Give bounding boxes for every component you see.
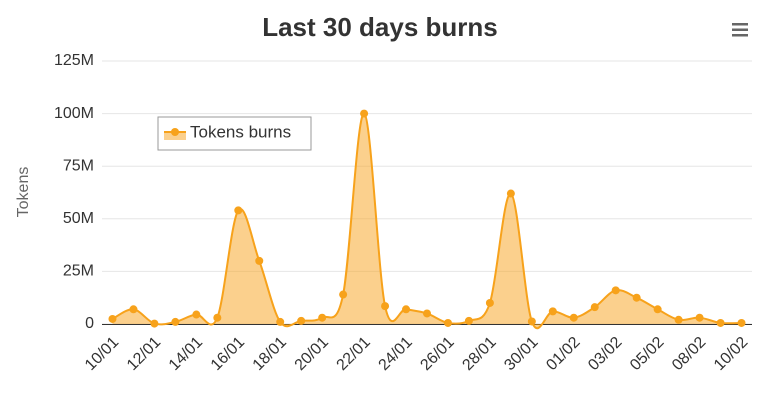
legend-marker: [171, 128, 179, 136]
data-point: [276, 317, 285, 326]
data-point: [527, 317, 536, 326]
data-point: [108, 314, 117, 323]
data-point: [255, 256, 264, 265]
data-point: [737, 318, 746, 327]
x-tick-label: 08/02: [669, 334, 709, 374]
data-point: [506, 189, 515, 198]
data-point: [716, 318, 725, 327]
x-tick-label: 12/01: [124, 334, 164, 374]
menu-bar: [732, 34, 748, 37]
x-tick-label: 10/01: [82, 334, 122, 374]
data-point: [695, 313, 704, 322]
data-point: [485, 298, 494, 307]
data-point: [318, 313, 327, 322]
data-point: [402, 305, 411, 314]
data-point: [653, 305, 662, 314]
y-axis-title: Tokens: [15, 167, 32, 218]
x-tick-label: 01/02: [543, 334, 583, 374]
data-point: [129, 305, 138, 314]
data-point: [297, 316, 306, 325]
area-line: [112, 112, 742, 330]
data-point: [590, 303, 599, 312]
y-tick-label: 100M: [54, 105, 94, 122]
data-point: [611, 286, 620, 295]
x-tick-label: 14/01: [166, 334, 206, 374]
data-point: [171, 317, 180, 326]
data-point: [360, 109, 369, 118]
data-point: [632, 293, 641, 302]
area-fill: [112, 113, 742, 329]
data-point: [381, 302, 390, 311]
y-tick-label: 25M: [63, 263, 94, 280]
data-point: [213, 313, 222, 322]
menu-button[interactable]: [730, 22, 750, 38]
x-tick-label: 28/01: [459, 334, 499, 374]
legend-label: Tokens burns: [190, 122, 291, 141]
y-tick-label: 50M: [63, 210, 94, 227]
x-tick-label: 03/02: [585, 334, 625, 374]
data-point: [464, 316, 473, 325]
x-tick-label: 22/01: [334, 334, 374, 374]
data-point: [443, 318, 452, 327]
x-tick-label: 05/02: [627, 334, 667, 374]
menu-bar: [732, 28, 748, 31]
data-point: [423, 309, 431, 318]
data-point: [548, 307, 557, 316]
x-tick-label: 24/01: [376, 334, 416, 374]
x-tick-label: 30/01: [501, 334, 541, 374]
x-tick-label: 10/02: [711, 334, 751, 374]
data-point: [339, 290, 348, 299]
x-tick-label: 16/01: [208, 334, 248, 374]
x-tick-label: 26/01: [417, 334, 457, 374]
y-tick-label: 0: [85, 315, 94, 332]
menu-bar: [732, 23, 748, 26]
data-point: [569, 313, 578, 322]
x-tick-label: 18/01: [250, 334, 290, 374]
y-tick-label: 125M: [54, 52, 94, 69]
legend: Tokens burns: [157, 116, 312, 151]
x-tick-label: 20/01: [292, 334, 332, 374]
data-point: [192, 310, 201, 319]
data-point: [150, 319, 159, 328]
data-point: [674, 315, 683, 324]
y-tick-label: 75M: [63, 157, 94, 174]
data-point: [234, 206, 243, 215]
chart-title: Last 30 days burns: [262, 12, 498, 42]
